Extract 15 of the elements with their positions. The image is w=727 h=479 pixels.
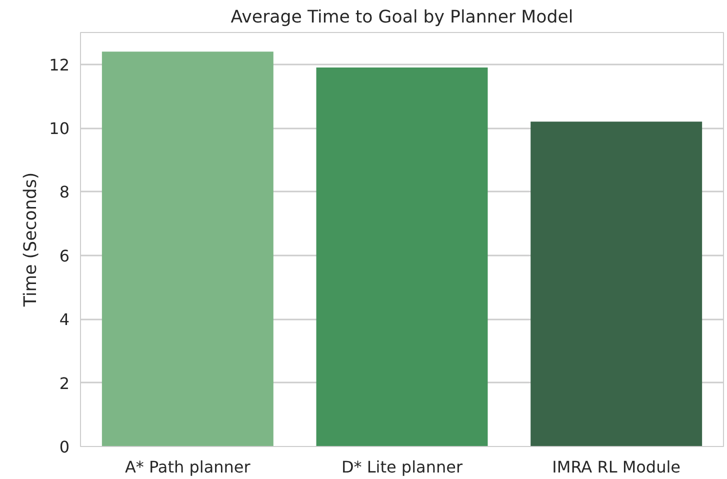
x-tick-label: D* Lite planner (341, 458, 463, 476)
y-axis-title: Time (Seconds) (21, 172, 42, 308)
x-tick-label: IMRA RL Module (552, 458, 680, 476)
bar (316, 68, 488, 446)
y-tick-label: 0 (59, 438, 70, 456)
y-tick-label: 8 (59, 182, 70, 202)
y-tick-label: 12 (49, 55, 70, 74)
chart-title: Average Time to Goal by Planner Model (230, 8, 574, 28)
y-tick-label: 10 (49, 119, 70, 138)
y-tick-label: 2 (59, 374, 70, 393)
y-tick-label: 6 (59, 246, 70, 266)
bar (102, 52, 274, 446)
x-tick-label: A* Path planner (124, 458, 251, 476)
bar (530, 122, 702, 446)
y-tick-label: 4 (59, 310, 70, 330)
